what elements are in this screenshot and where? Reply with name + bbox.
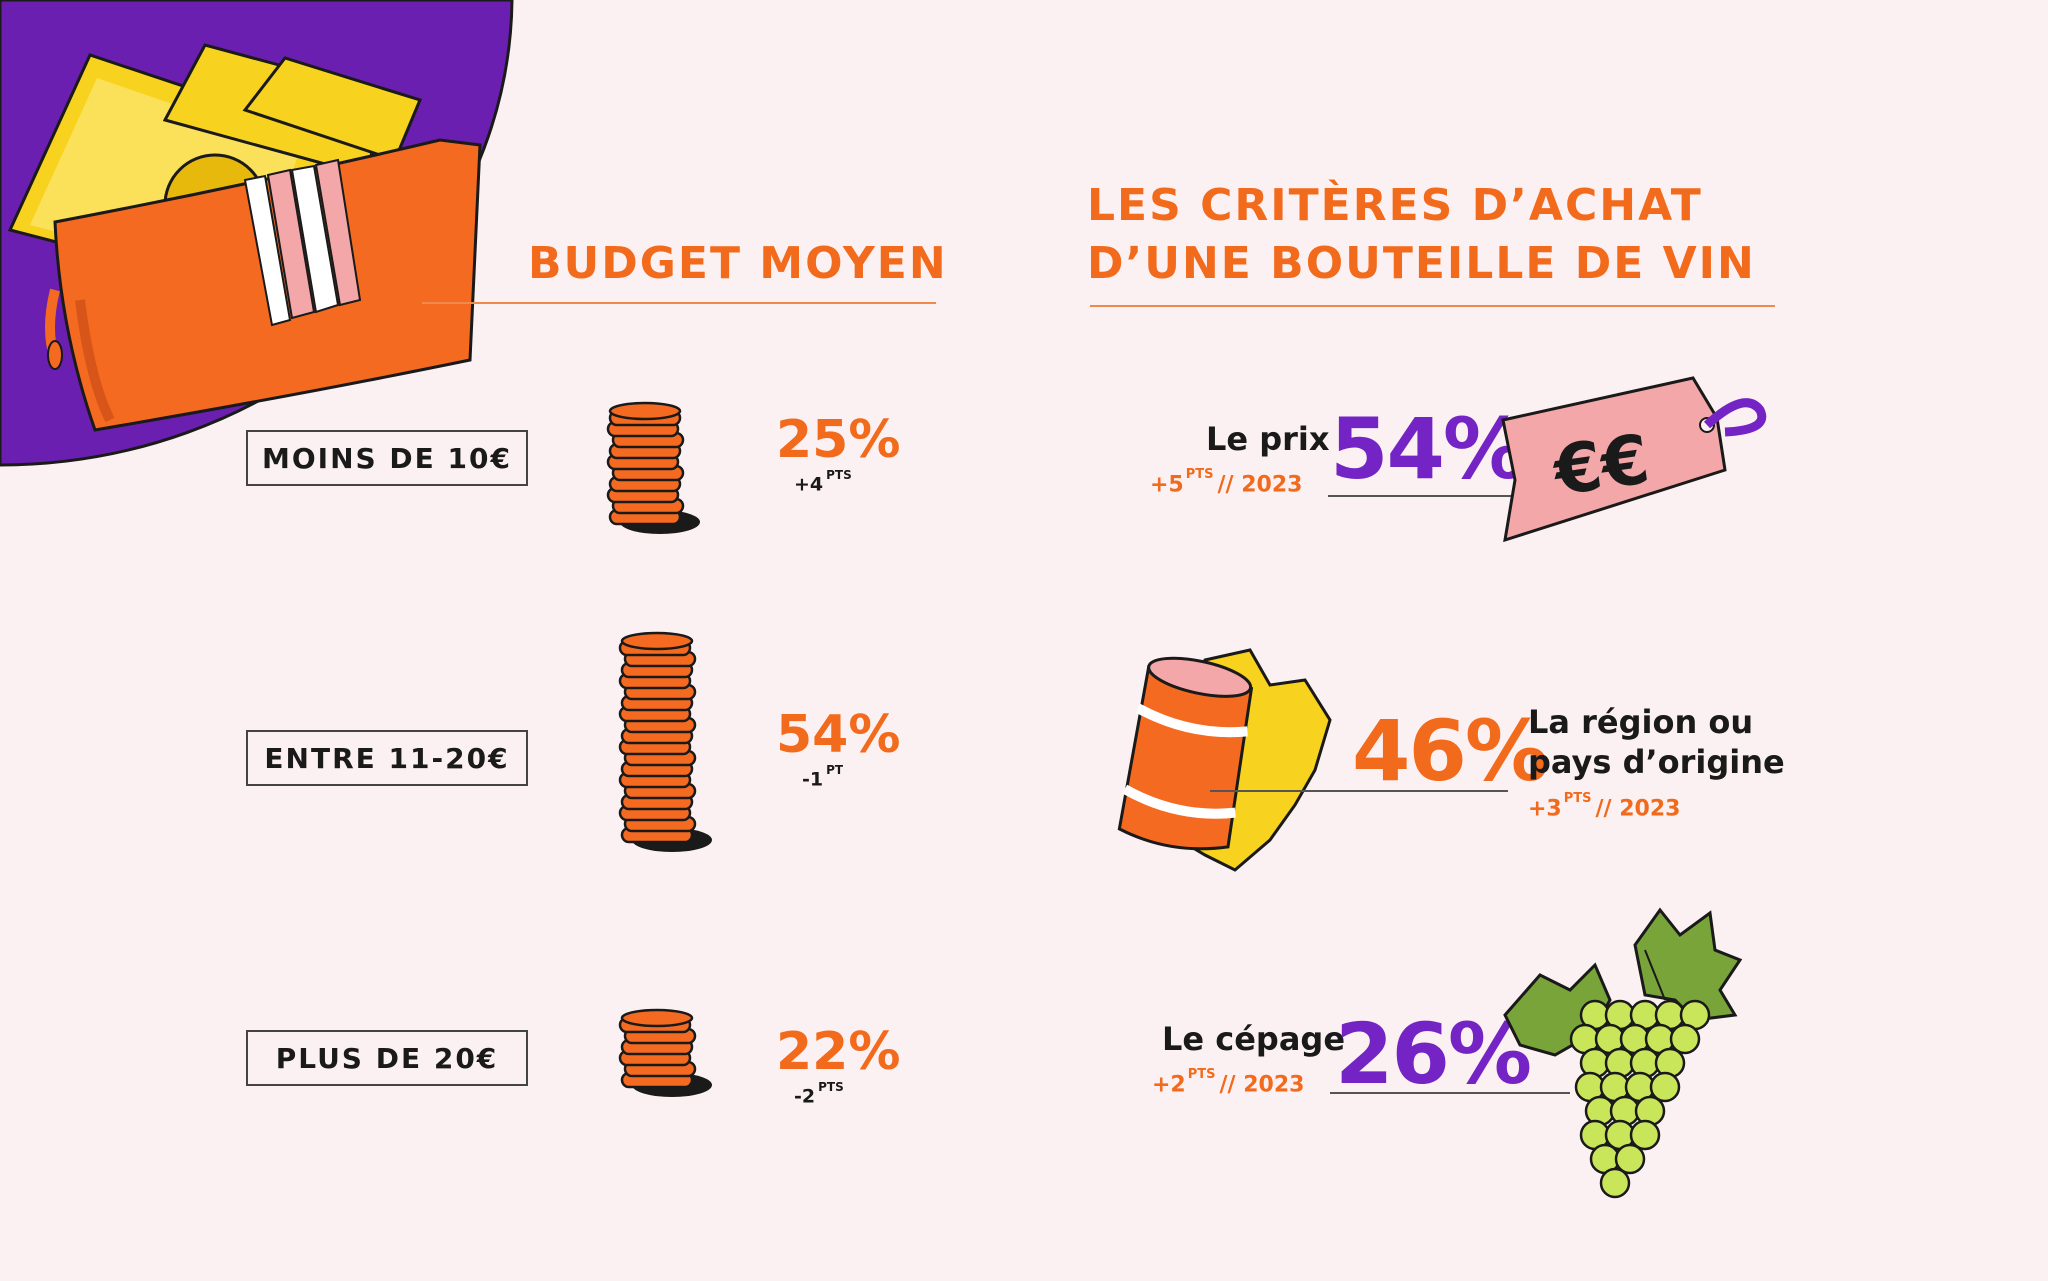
criteria-title-rule: [1090, 305, 1775, 307]
budget-delta-unit: PTS: [826, 468, 852, 482]
criteria-delta: +5 PTS// 2023: [1150, 467, 1303, 498]
grape: [1649, 1071, 1681, 1103]
criteria-delta-year: // 2023: [1219, 1072, 1305, 1098]
wallet-illustration: [0, 0, 514, 467]
criteria-delta: +2 PTS// 2023: [1152, 1067, 1305, 1098]
coin-stack-icon: [618, 631, 712, 852]
budget-delta-value: +4: [794, 473, 824, 496]
coin-stack-icon: [606, 401, 700, 534]
coin-top: [620, 1008, 694, 1028]
criteria-underline: [1210, 790, 1508, 792]
criteria-label-line1: La région ou: [1528, 703, 1754, 741]
criteria-label: Le prix: [1206, 420, 1330, 458]
criteria-delta-value: +2: [1152, 1072, 1186, 1098]
coin-stack-icon: [618, 1008, 712, 1097]
grape: [1599, 1167, 1631, 1199]
criteria-delta-value: +3: [1528, 796, 1562, 822]
grape: [1629, 1119, 1661, 1151]
criteria-underline: [1328, 495, 1546, 497]
budget-delta: +4 PTS: [794, 468, 852, 496]
budget-delta-unit: PTS: [818, 1080, 844, 1094]
budget-percent: 22%: [776, 1022, 901, 1082]
criteria-delta-unit: PTS: [1563, 791, 1592, 806]
criteria-underline: [1330, 1092, 1570, 1094]
budget-title: BUDGET MOYEN: [528, 238, 948, 289]
budget-delta: -1 PT: [802, 763, 843, 791]
budget-title-rule: [422, 302, 936, 304]
criteria-label: Le cépage: [1162, 1020, 1346, 1058]
criteria-percent: 46%: [1352, 702, 1549, 800]
criteria-delta-unit: PTS: [1187, 1067, 1216, 1082]
coin-top: [620, 631, 694, 651]
criteria-percent: 54%: [1330, 400, 1527, 498]
barrel-map-icon: [1117, 648, 1332, 872]
budget-delta: -2 PTS: [794, 1080, 844, 1108]
price-tag-icon: €€: [1501, 376, 1767, 543]
criteria-title-line2: D’UNE BOUTEILLE DE VIN: [1087, 238, 1756, 289]
criteria-delta-unit: PTS: [1185, 467, 1214, 482]
budget-delta-unit: PT: [826, 763, 844, 777]
coin-top: [608, 401, 682, 421]
criteria-delta-year: // 2023: [1217, 472, 1303, 498]
budget-delta-value: -2: [794, 1085, 816, 1108]
criteria-title-line1: LES CRITÈRES D’ACHAT: [1087, 180, 1703, 231]
budget-row-label: PLUS DE 20€: [246, 1030, 528, 1086]
budget-row-label: ENTRE 11-20€: [246, 730, 528, 786]
price-tag-text: €€: [1547, 420, 1654, 512]
criteria-percent: 26%: [1335, 1005, 1532, 1103]
criteria-delta-year: // 2023: [1595, 796, 1681, 822]
budget-row-label: MOINS DE 10€: [246, 430, 528, 486]
grape: [1614, 1143, 1646, 1175]
wallet-icon: [7, 43, 482, 432]
criteria-delta: +3 PTS// 2023: [1528, 791, 1681, 822]
budget-delta-value: -1: [802, 768, 824, 791]
grapes-icon: [1503, 907, 1743, 1199]
criteria-delta-value: +5: [1150, 472, 1184, 498]
grape: [1669, 1023, 1701, 1055]
criteria-label-line2: pays d’origine: [1528, 743, 1785, 781]
budget-percent: 54%: [776, 705, 901, 765]
budget-percent: 25%: [776, 410, 901, 470]
